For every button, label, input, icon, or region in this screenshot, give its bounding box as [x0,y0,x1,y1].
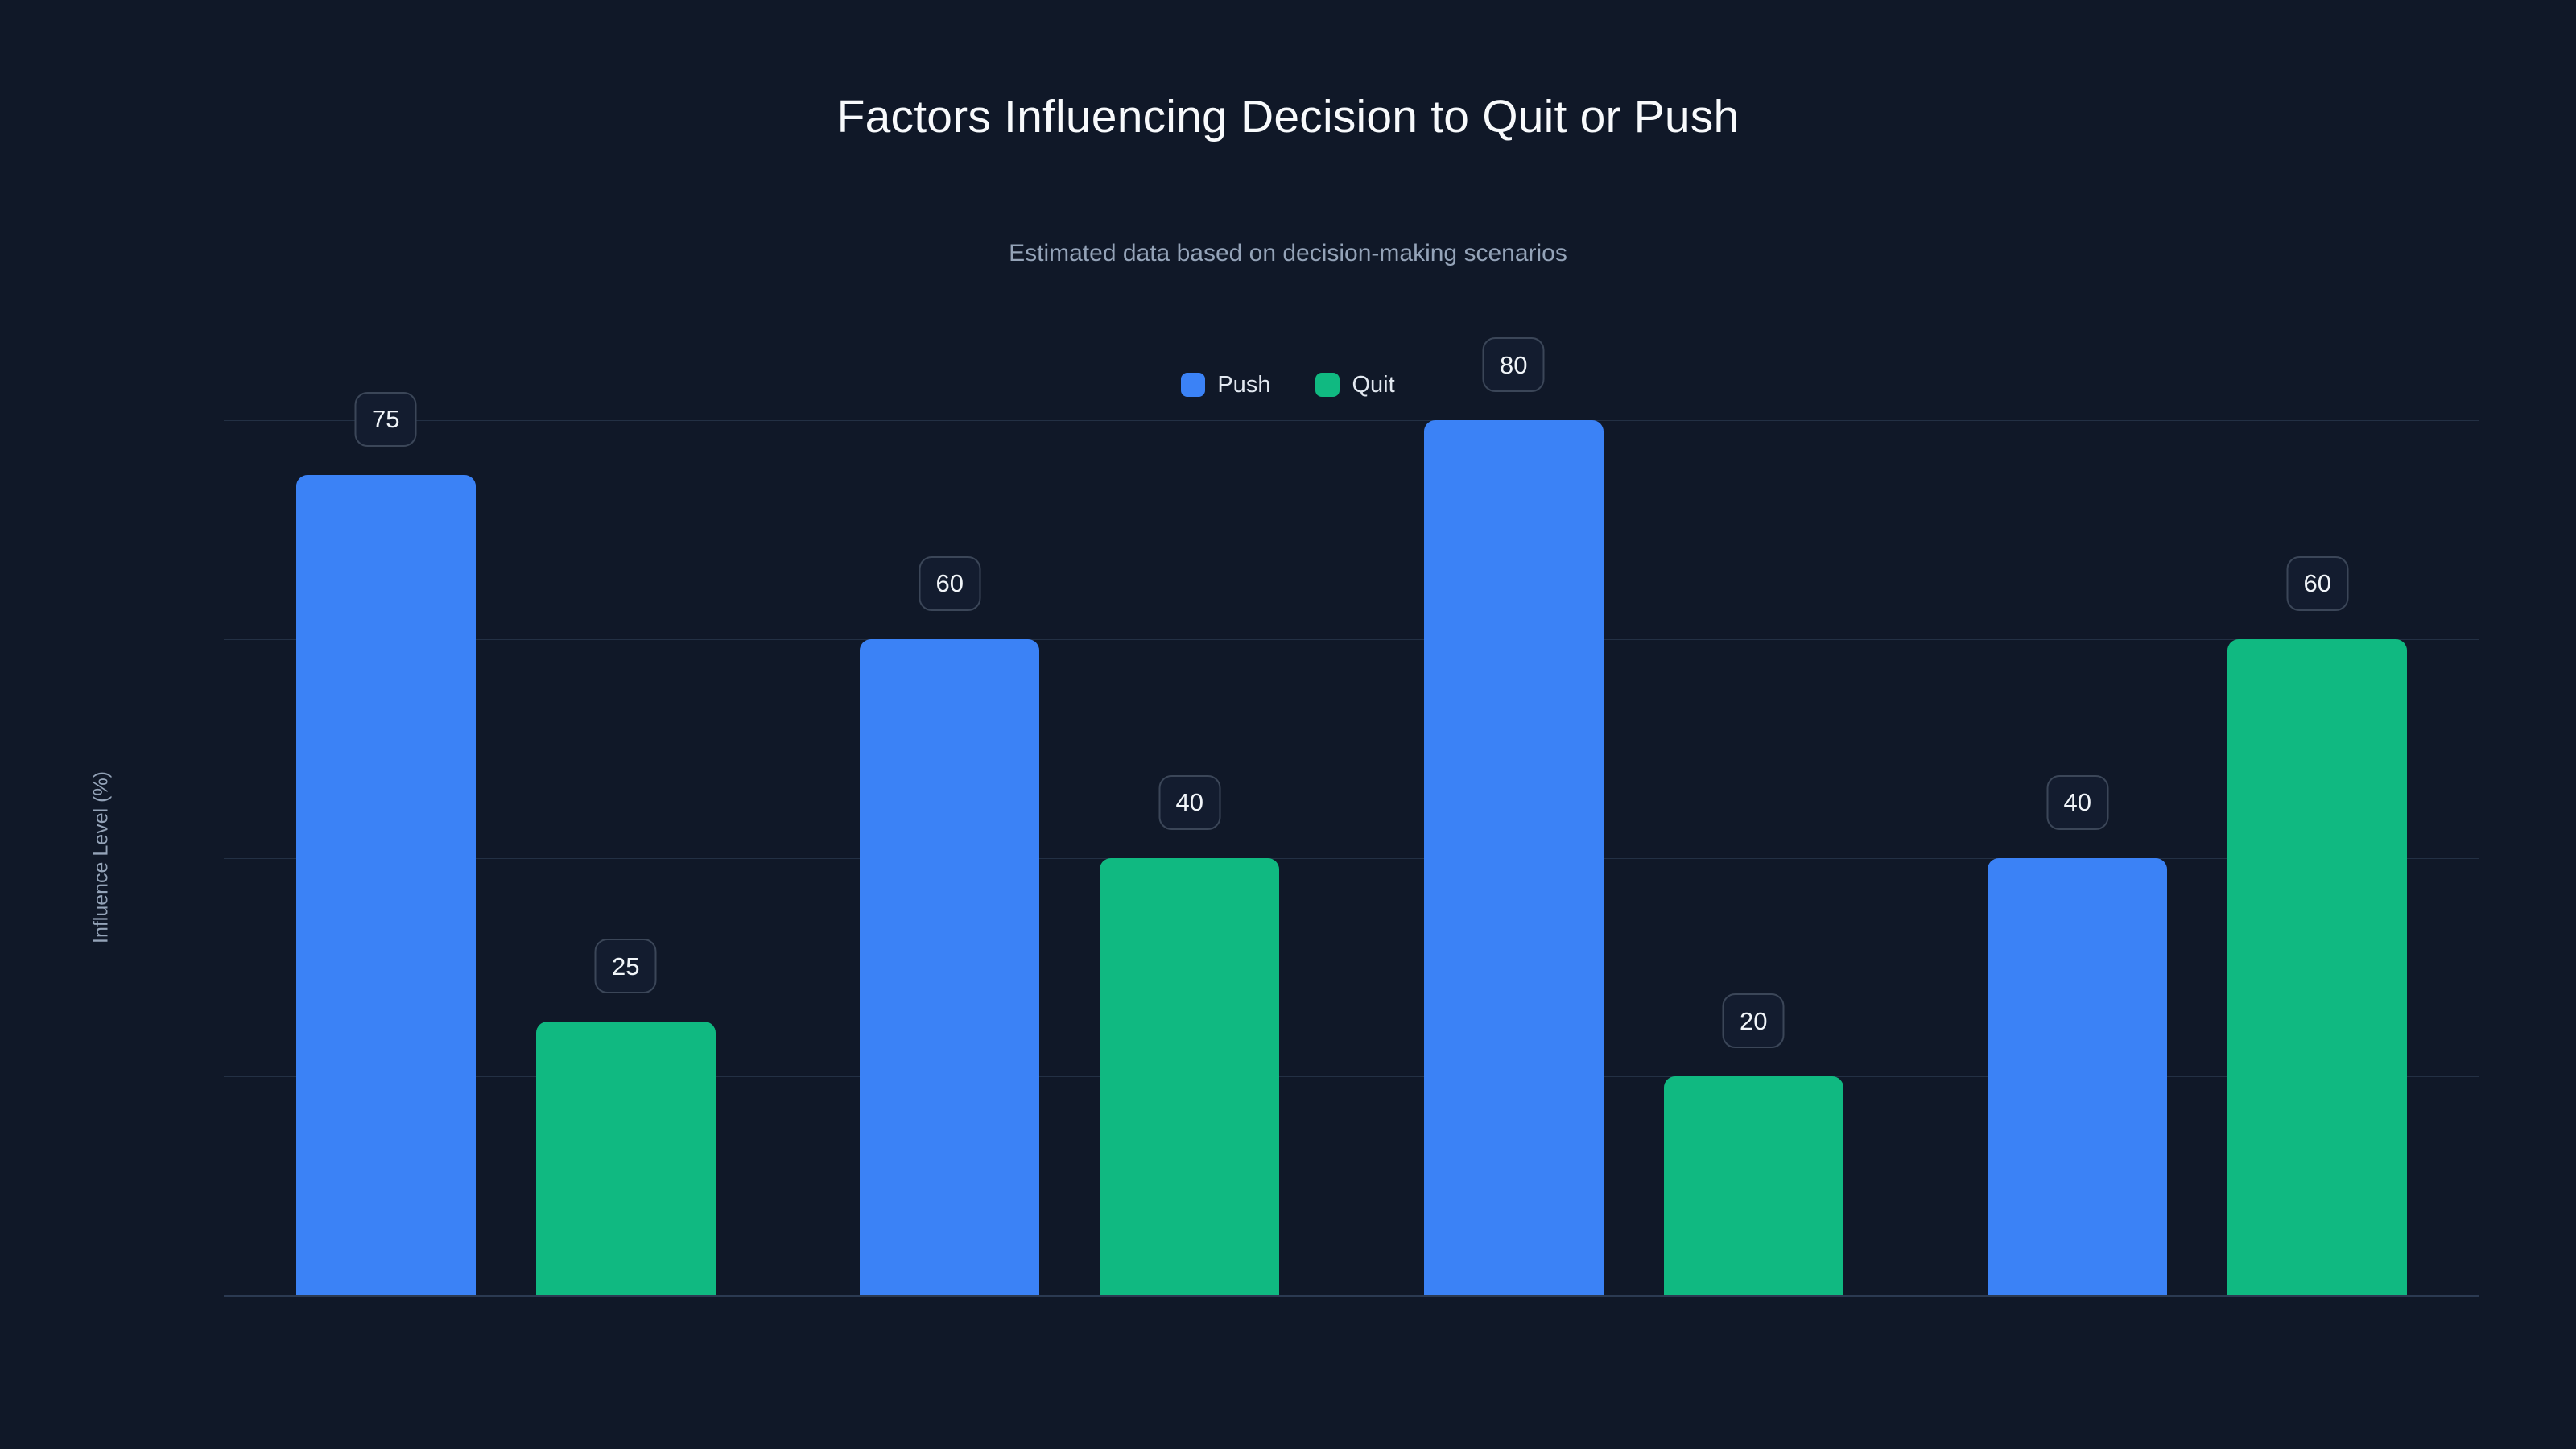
chart-subtitle: Estimated data based on decision-making … [1009,240,1567,266]
gridline [224,638,2479,640]
bar-push-confidence-level[interactable] [860,638,1040,1295]
bar-value-label: 60 [919,555,981,611]
gridline [224,857,2479,859]
bar-value-label: 80 [1482,337,1545,392]
legend-item-push[interactable]: Push [1181,373,1270,397]
legend-label: Push [1217,371,1271,398]
bar-value-label: 60 [2286,555,2349,611]
bar-value-label: 75 [354,391,417,447]
y-axis-title: Influence Level (%) [89,770,113,944]
bar-value-label: 40 [1158,774,1221,830]
bar-value-label: 40 [2046,774,2109,830]
legend-item-quit[interactable]: Quit [1315,371,1395,398]
legend-swatch-icon [1181,373,1206,397]
bar-push-progress-made[interactable] [295,474,476,1295]
gridline [224,420,2479,421]
bar-value-label: 20 [1722,993,1785,1049]
chart-title: Factors Influencing Decision to Quit or … [836,91,1740,142]
legend-label: Quit [1352,371,1395,398]
bar-quit-progress-made[interactable] [535,1022,716,1295]
bar-quit-time-spent[interactable] [2227,638,2408,1295]
gridline [224,1295,2479,1297]
legend-swatch-icon [1315,373,1340,397]
bar-value-label: 25 [594,939,657,994]
plot-area: 0204060807525Progress Made6040Confidence… [224,337,2479,1297]
chart-legend: Push Quit [0,373,2576,397]
bar-push-mental-state[interactable] [1423,420,1604,1295]
bar-push-time-spent[interactable] [1988,857,2168,1295]
bar-quit-mental-state[interactable] [1663,1076,1843,1295]
gridline [224,1076,2479,1078]
bar-quit-confidence-level[interactable] [1100,857,1280,1295]
